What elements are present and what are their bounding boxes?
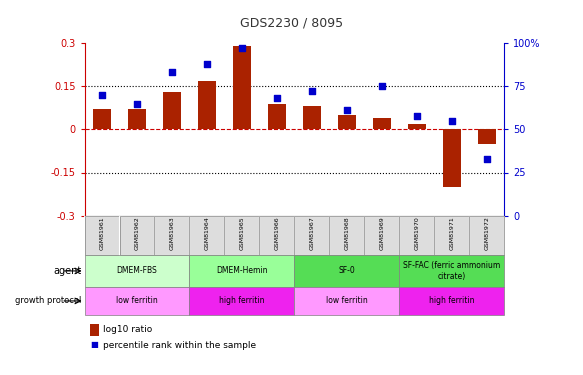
Text: GSM81968: GSM81968: [345, 216, 349, 250]
Text: ■: ■: [90, 340, 99, 350]
Text: DMEM-FBS: DMEM-FBS: [117, 266, 157, 275]
Point: [97, 92, 107, 98]
Bar: [268, 104, 286, 129]
Bar: [233, 46, 251, 129]
Bar: [443, 129, 461, 187]
Point: [202, 61, 212, 67]
Text: GSM81961: GSM81961: [100, 216, 104, 250]
Point: [482, 156, 491, 162]
Text: GSM81972: GSM81972: [484, 216, 489, 250]
Point: [342, 107, 352, 113]
Bar: [303, 106, 321, 129]
Text: GSM81967: GSM81967: [310, 216, 314, 250]
Text: GSM81965: GSM81965: [240, 216, 244, 250]
Point: [272, 95, 282, 101]
Text: GSM81970: GSM81970: [415, 216, 419, 250]
Text: growth protocol: growth protocol: [15, 296, 82, 305]
Bar: [338, 115, 356, 129]
Text: agent: agent: [54, 266, 82, 276]
Text: SF-0: SF-0: [339, 266, 355, 275]
Text: DMEM-Hemin: DMEM-Hemin: [216, 266, 268, 275]
Text: GSM81969: GSM81969: [380, 216, 384, 250]
Text: high ferritin: high ferritin: [429, 296, 475, 305]
Text: SF-FAC (ferric ammonium
citrate): SF-FAC (ferric ammonium citrate): [403, 261, 500, 280]
Point: [167, 69, 177, 75]
Text: percentile rank within the sample: percentile rank within the sample: [103, 340, 257, 350]
Bar: [408, 124, 426, 129]
Text: GSM81964: GSM81964: [205, 216, 209, 250]
Point: [412, 112, 422, 118]
Text: log10 ratio: log10 ratio: [103, 326, 152, 334]
Text: GDS2230 / 8095: GDS2230 / 8095: [240, 17, 343, 30]
Point: [377, 83, 387, 89]
Point: [307, 88, 317, 94]
Bar: [163, 92, 181, 129]
Point: [132, 100, 142, 106]
Bar: [478, 129, 496, 144]
Bar: [93, 109, 111, 129]
Text: high ferritin: high ferritin: [219, 296, 265, 305]
Text: low ferritin: low ferritin: [326, 296, 368, 305]
Point: [447, 118, 456, 124]
Bar: [128, 109, 146, 129]
Text: GSM81962: GSM81962: [135, 216, 139, 250]
Text: low ferritin: low ferritin: [116, 296, 158, 305]
Text: GSM81966: GSM81966: [275, 216, 279, 250]
Bar: [373, 118, 391, 129]
Bar: [198, 81, 216, 129]
Text: GSM81963: GSM81963: [170, 216, 174, 250]
Point: [237, 45, 247, 51]
Text: GSM81971: GSM81971: [449, 216, 454, 250]
